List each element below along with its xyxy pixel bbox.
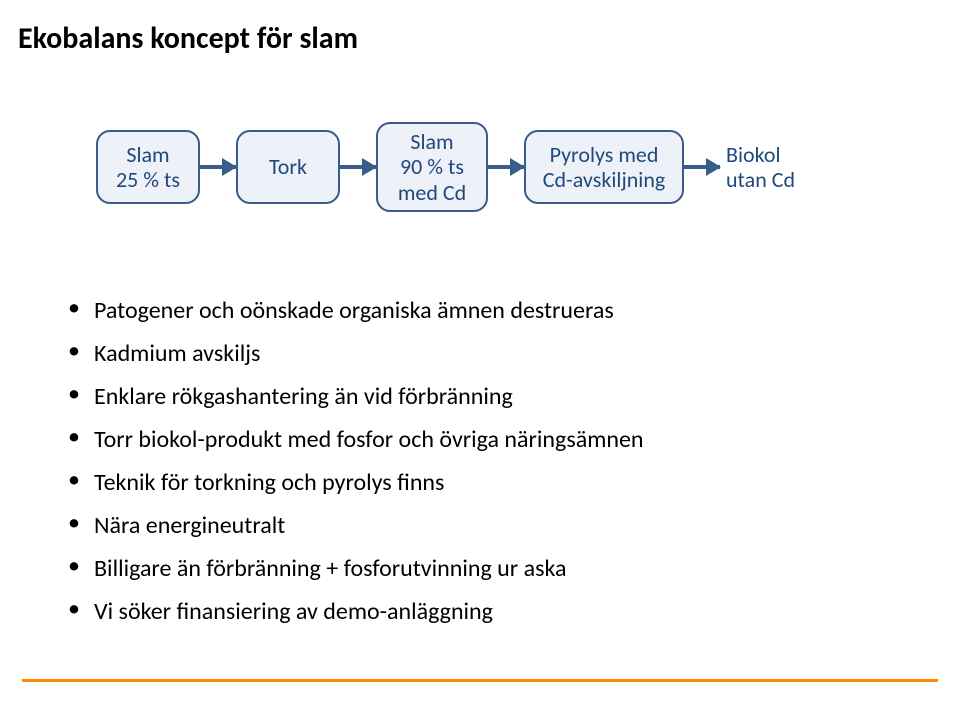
process-flow: Slam25 % tsTorkSlam90 % tsmed CdPyrolys …	[96, 122, 795, 212]
flow-output: Biokolutan Cd	[720, 142, 795, 193]
flow-node-text: med Cd	[398, 180, 466, 205]
bullet-item: Vi söker finansiering av demo-anläggning	[60, 597, 644, 626]
flow-output-text: utan Cd	[726, 167, 795, 192]
flow-arrow	[684, 165, 720, 169]
bullet-list: Patogener och oönskade organiska ämnen d…	[60, 296, 644, 640]
flow-arrow	[340, 165, 376, 169]
flow-node-n2: Slam90 % tsmed Cd	[376, 122, 488, 212]
bullet-item: Patogener och oönskade organiska ämnen d…	[60, 296, 644, 325]
flow-node-n1: Tork	[236, 130, 340, 204]
flow-node-n0: Slam25 % ts	[96, 130, 200, 204]
flow-arrow	[488, 165, 524, 169]
bullet-item: Torr biokol-produkt med fosfor och övrig…	[60, 425, 644, 454]
flow-node-text: 25 % ts	[116, 167, 180, 192]
flow-node-text: Slam	[116, 142, 180, 167]
flow-node-text: Slam	[398, 129, 466, 154]
bullet-item: Kadmium avskiljs	[60, 339, 644, 368]
bullet-item: Enklare rökgashantering än vid förbränni…	[60, 382, 644, 411]
flow-node-text: Pyrolys med	[543, 142, 666, 167]
bullet-item: Nära energineutralt	[60, 511, 644, 540]
flow-node-n3: Pyrolys medCd-avskiljning	[524, 130, 684, 204]
flow-output-text: Biokol	[726, 142, 795, 167]
footer-divider	[22, 679, 938, 682]
page-title: Ekobalans koncept för slam	[18, 20, 358, 57]
flow-node-text: Tork	[269, 154, 307, 179]
flow-node-text: Cd-avskiljning	[543, 167, 666, 192]
bullet-item: Billigare än förbränning + fosforutvinni…	[60, 554, 644, 583]
flow-arrow	[200, 165, 236, 169]
slide: Ekobalans koncept för slam Slam25 % tsTo…	[0, 0, 960, 718]
bullet-item: Teknik för torkning och pyrolys finns	[60, 468, 644, 497]
flow-node-text: 90 % ts	[398, 154, 466, 179]
